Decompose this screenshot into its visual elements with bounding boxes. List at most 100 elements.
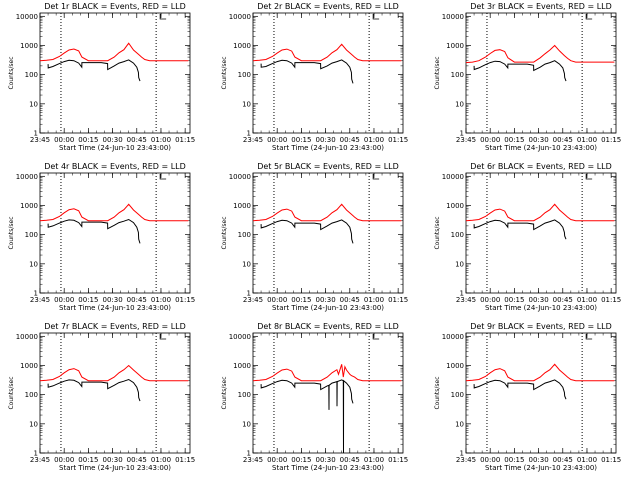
y-tick-label: 1000 xyxy=(233,362,251,370)
lld-series-line xyxy=(465,44,615,64)
x-tick-label: 00:30 xyxy=(315,456,335,464)
x-tick-label: 00:00 xyxy=(267,296,287,304)
x-tick-label: 00:45 xyxy=(340,136,360,144)
chart-title: Det 3r BLACK = Events, RED = LLD xyxy=(470,2,612,11)
x-tick-label: 00:15 xyxy=(78,136,98,144)
x-tick-label: 01:00 xyxy=(364,456,384,464)
x-axis-label: Start Time (24-Jun-10 23:43:00) xyxy=(272,464,384,472)
plot-frame xyxy=(465,12,617,134)
events-series-line xyxy=(260,219,354,244)
y-tick-label: 10000 xyxy=(16,13,38,21)
lld-series-line xyxy=(252,43,402,62)
y-tick-label: 10000 xyxy=(442,13,464,21)
detector-chart-3: Det 3r BLACK = Events, RED = LLD 1 10 100 10… xyxy=(434,2,621,152)
chart-title: Det 2r BLACK = Events, RED = LLD xyxy=(257,2,399,11)
lld-series-line xyxy=(39,203,189,222)
y-tick-label: 1 xyxy=(460,290,464,298)
events-series-line xyxy=(260,379,354,454)
x-axis-label: Start Time (24-Jun-10 23:43:00) xyxy=(59,144,171,152)
y-tick-label: 10 xyxy=(455,260,464,268)
x-tick-label: 01:15 xyxy=(388,296,408,304)
x-tick-label: 00:00 xyxy=(54,136,74,144)
y-tick-label: 1000 xyxy=(233,202,251,210)
x-tick-label: 00:15 xyxy=(78,456,98,464)
y-tick-label: 100 xyxy=(238,231,251,239)
lld-series-line xyxy=(39,364,189,382)
chart-title: Det 5r BLACK = Events, RED = LLD xyxy=(257,162,399,171)
x-tick-label: 00:15 xyxy=(78,296,98,304)
x-axis-label: Start Time (24-Jun-10 23:43:00) xyxy=(272,144,384,152)
detector-chart-9: Det 9r BLACK = Events, RED = LLD 1 10 100 10… xyxy=(434,322,621,472)
y-tick-label: 1 xyxy=(460,130,464,138)
y-tick-label: 1000 xyxy=(233,42,251,50)
bracket-marker xyxy=(159,14,167,20)
x-tick-label: 00:15 xyxy=(291,296,311,304)
y-tick-label: 100 xyxy=(25,71,38,79)
lld-series-line xyxy=(39,42,189,62)
y-tick-label: 10000 xyxy=(229,13,251,21)
x-tick-label: 01:00 xyxy=(151,296,171,304)
events-series-line xyxy=(47,218,141,244)
x-tick-label: 23:45 xyxy=(243,456,263,464)
y-tick-label: 10 xyxy=(242,260,251,268)
events-series-line xyxy=(47,59,141,82)
bracket-marker xyxy=(585,14,593,20)
y-tick-label: 100 xyxy=(238,391,251,399)
events-series-line xyxy=(473,379,567,400)
x-tick-label: 00:45 xyxy=(127,296,147,304)
x-tick-label: 00:15 xyxy=(291,136,311,144)
detector-chart-8: Det 8r BLACK = Events, RED = LLD 1 10 100 10… xyxy=(221,322,408,472)
y-tick-label: 10000 xyxy=(442,173,464,181)
x-tick-label: 00:30 xyxy=(102,296,122,304)
bracket-marker xyxy=(372,14,380,20)
x-tick-label: 00:15 xyxy=(504,456,524,464)
x-tick-label: 00:00 xyxy=(480,296,500,304)
y-tick-label: 100 xyxy=(451,231,464,239)
y-axis-label: Counts/sec xyxy=(434,376,441,409)
y-tick-label: 1 xyxy=(247,130,251,138)
x-tick-label: 01:15 xyxy=(601,456,621,464)
plot-frame xyxy=(252,332,404,454)
x-tick-label: 00:45 xyxy=(127,456,147,464)
x-tick-label: 23:45 xyxy=(30,136,50,144)
y-tick-label: 10000 xyxy=(229,173,251,181)
y-axis-label: Counts/sec xyxy=(434,56,441,89)
plot-frame xyxy=(39,332,191,454)
x-tick-label: 01:15 xyxy=(175,136,195,144)
y-axis-label: Counts/sec xyxy=(221,376,228,409)
x-axis-label: Start Time (24-Jun-10 23:43:00) xyxy=(59,464,171,472)
x-tick-label: 23:45 xyxy=(456,136,476,144)
x-tick-label: 00:45 xyxy=(553,136,573,144)
detector-chart-4: Det 4r BLACK = Events, RED = LLD 1 10 100 10… xyxy=(8,162,195,312)
x-tick-label: 01:15 xyxy=(175,456,195,464)
lld-series-line xyxy=(252,203,402,222)
chart-title: Det 8r BLACK = Events, RED = LLD xyxy=(257,322,399,331)
bracket-marker xyxy=(372,334,380,340)
x-tick-label: 01:00 xyxy=(364,296,384,304)
x-tick-label: 00:30 xyxy=(102,136,122,144)
x-tick-label: 00:30 xyxy=(528,296,548,304)
x-tick-label: 00:00 xyxy=(54,296,74,304)
plot-frame xyxy=(465,172,617,294)
y-tick-label: 100 xyxy=(451,71,464,79)
bracket-marker xyxy=(159,174,167,180)
lld-series-line xyxy=(465,363,615,382)
x-tick-label: 23:45 xyxy=(243,296,263,304)
y-tick-label: 100 xyxy=(238,71,251,79)
x-tick-label: 00:00 xyxy=(480,136,500,144)
y-tick-label: 100 xyxy=(25,231,38,239)
events-series-line xyxy=(260,59,354,84)
x-tick-label: 00:30 xyxy=(528,456,548,464)
x-axis-label: Start Time (24-Jun-10 23:43:00) xyxy=(485,304,597,312)
x-tick-label: 01:15 xyxy=(601,296,621,304)
plot-frame xyxy=(252,172,404,294)
x-tick-label: 01:00 xyxy=(151,456,171,464)
y-tick-label: 1 xyxy=(247,450,251,458)
y-tick-label: 1 xyxy=(34,290,38,298)
x-axis-label: Start Time (24-Jun-10 23:43:00) xyxy=(485,144,597,152)
x-tick-label: 00:00 xyxy=(54,456,74,464)
plot-frame xyxy=(465,332,617,454)
x-tick-label: 00:00 xyxy=(480,456,500,464)
bracket-marker xyxy=(585,334,593,340)
